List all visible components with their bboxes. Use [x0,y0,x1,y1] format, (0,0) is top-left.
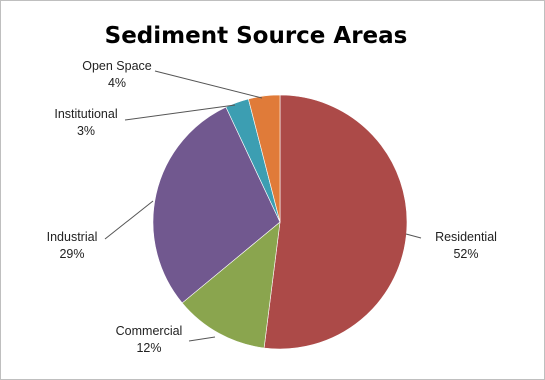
slice-percent-commercial: 12% [136,341,161,355]
slice-label-open-space: Open Space [82,59,152,73]
slice-label-residential: Residential [435,230,497,244]
pie-slice-open-space [248,94,281,223]
leader-line-institutional [124,104,236,121]
pie-slice-industrial [152,106,281,304]
slice-label-commercial: Commercial [116,324,183,338]
pie-slice-residential [263,94,408,350]
leader-line-commercial [188,336,216,342]
slice-label-industrial: Industrial [47,230,98,244]
slice-percent-institutional: 3% [77,124,95,138]
slice-label-institutional: Institutional [54,107,117,121]
leader-line-open-space [154,70,263,99]
slice-percent-residential: 52% [453,247,478,261]
slice-percent-industrial: 29% [59,247,84,261]
chart-title: Sediment Source Areas [104,23,408,49]
leader-line-residential [405,233,422,239]
leader-line-industrial [104,200,154,240]
pie-slice-commercial [181,221,281,349]
slice-percent-open-space: 4% [108,76,126,90]
